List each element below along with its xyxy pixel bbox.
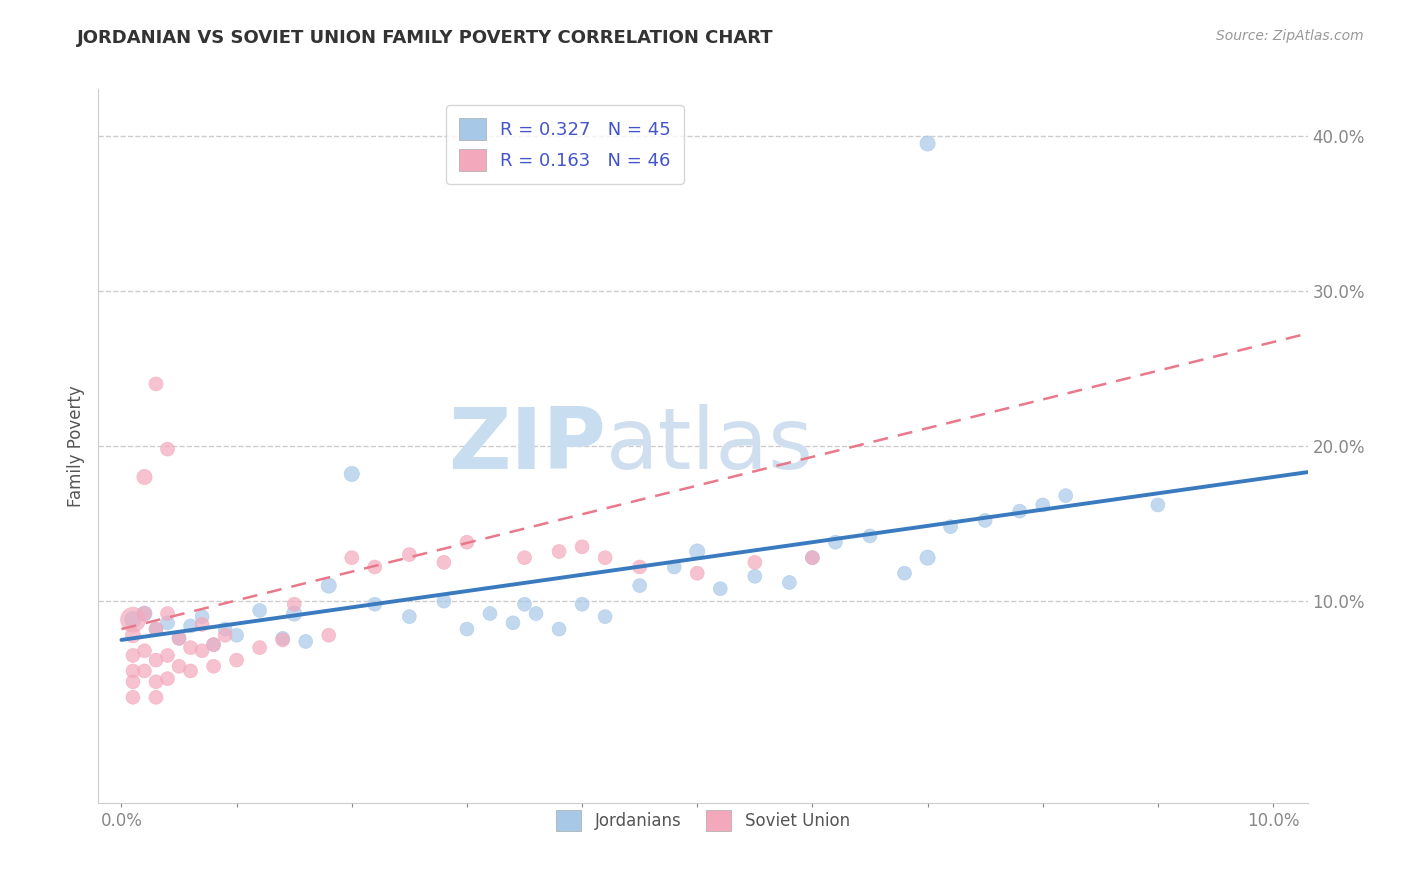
- Point: [456, 535, 478, 549]
- Point: [502, 615, 524, 630]
- Point: [122, 664, 145, 678]
- Point: [294, 634, 316, 648]
- Point: [917, 136, 939, 151]
- Point: [628, 560, 651, 574]
- Point: [456, 622, 478, 636]
- Point: [122, 613, 145, 627]
- Point: [893, 566, 915, 581]
- Point: [156, 607, 179, 621]
- Point: [167, 632, 190, 646]
- Point: [364, 597, 387, 611]
- Point: [398, 548, 420, 562]
- Point: [283, 597, 305, 611]
- Point: [686, 544, 709, 558]
- Point: [191, 617, 214, 632]
- Point: [145, 674, 167, 689]
- Point: [156, 615, 179, 630]
- Point: [214, 622, 236, 636]
- Point: [571, 597, 593, 611]
- Point: [524, 607, 547, 621]
- Point: [167, 632, 190, 646]
- Point: [271, 632, 294, 647]
- Point: [340, 467, 363, 481]
- Text: Source: ZipAtlas.com: Source: ZipAtlas.com: [1216, 29, 1364, 43]
- Point: [156, 648, 179, 663]
- Point: [778, 575, 800, 590]
- Point: [134, 644, 156, 658]
- Point: [225, 628, 247, 642]
- Legend: Jordanians, Soviet Union: Jordanians, Soviet Union: [550, 804, 856, 838]
- Point: [191, 644, 214, 658]
- Point: [202, 659, 225, 673]
- Point: [318, 628, 340, 642]
- Point: [939, 519, 962, 533]
- Point: [1032, 498, 1054, 512]
- Point: [824, 535, 846, 549]
- Point: [202, 638, 225, 652]
- Point: [134, 607, 156, 621]
- Point: [122, 648, 145, 663]
- Point: [398, 609, 420, 624]
- Point: [801, 550, 824, 565]
- Point: [134, 664, 156, 678]
- Point: [167, 659, 190, 673]
- Point: [191, 609, 214, 624]
- Point: [1054, 489, 1077, 503]
- Point: [340, 550, 363, 565]
- Point: [859, 529, 882, 543]
- Point: [180, 619, 202, 633]
- Point: [664, 560, 686, 574]
- Point: [513, 550, 536, 565]
- Point: [478, 607, 501, 621]
- Point: [145, 653, 167, 667]
- Point: [686, 566, 709, 581]
- Point: [145, 376, 167, 391]
- Point: [180, 640, 202, 655]
- Point: [225, 653, 247, 667]
- Point: [433, 594, 456, 608]
- Point: [974, 513, 997, 527]
- Point: [122, 628, 145, 642]
- Point: [709, 582, 731, 596]
- Point: [593, 550, 616, 565]
- Point: [628, 579, 651, 593]
- Point: [548, 622, 571, 636]
- Point: [593, 609, 616, 624]
- Text: atlas: atlas: [606, 404, 814, 488]
- Point: [249, 640, 271, 655]
- Point: [283, 607, 305, 621]
- Point: [433, 555, 456, 569]
- Point: [122, 613, 145, 627]
- Point: [156, 442, 179, 456]
- Text: ZIP: ZIP: [449, 404, 606, 488]
- Point: [145, 622, 167, 636]
- Point: [271, 632, 294, 646]
- Point: [134, 607, 156, 621]
- Point: [571, 540, 593, 554]
- Point: [122, 690, 145, 705]
- Point: [249, 603, 271, 617]
- Point: [122, 674, 145, 689]
- Point: [744, 569, 766, 583]
- Point: [318, 579, 340, 593]
- Point: [145, 622, 167, 636]
- Point: [214, 628, 236, 642]
- Point: [134, 470, 156, 484]
- Point: [1008, 504, 1031, 518]
- Point: [145, 690, 167, 705]
- Point: [156, 672, 179, 686]
- Point: [364, 560, 387, 574]
- Point: [180, 664, 202, 678]
- Point: [917, 550, 939, 565]
- Point: [801, 550, 824, 565]
- Point: [744, 555, 766, 569]
- Point: [202, 638, 225, 652]
- Y-axis label: Family Poverty: Family Poverty: [66, 385, 84, 507]
- Point: [513, 597, 536, 611]
- Text: JORDANIAN VS SOVIET UNION FAMILY POVERTY CORRELATION CHART: JORDANIAN VS SOVIET UNION FAMILY POVERTY…: [77, 29, 773, 46]
- Point: [548, 544, 571, 558]
- Point: [1147, 498, 1170, 512]
